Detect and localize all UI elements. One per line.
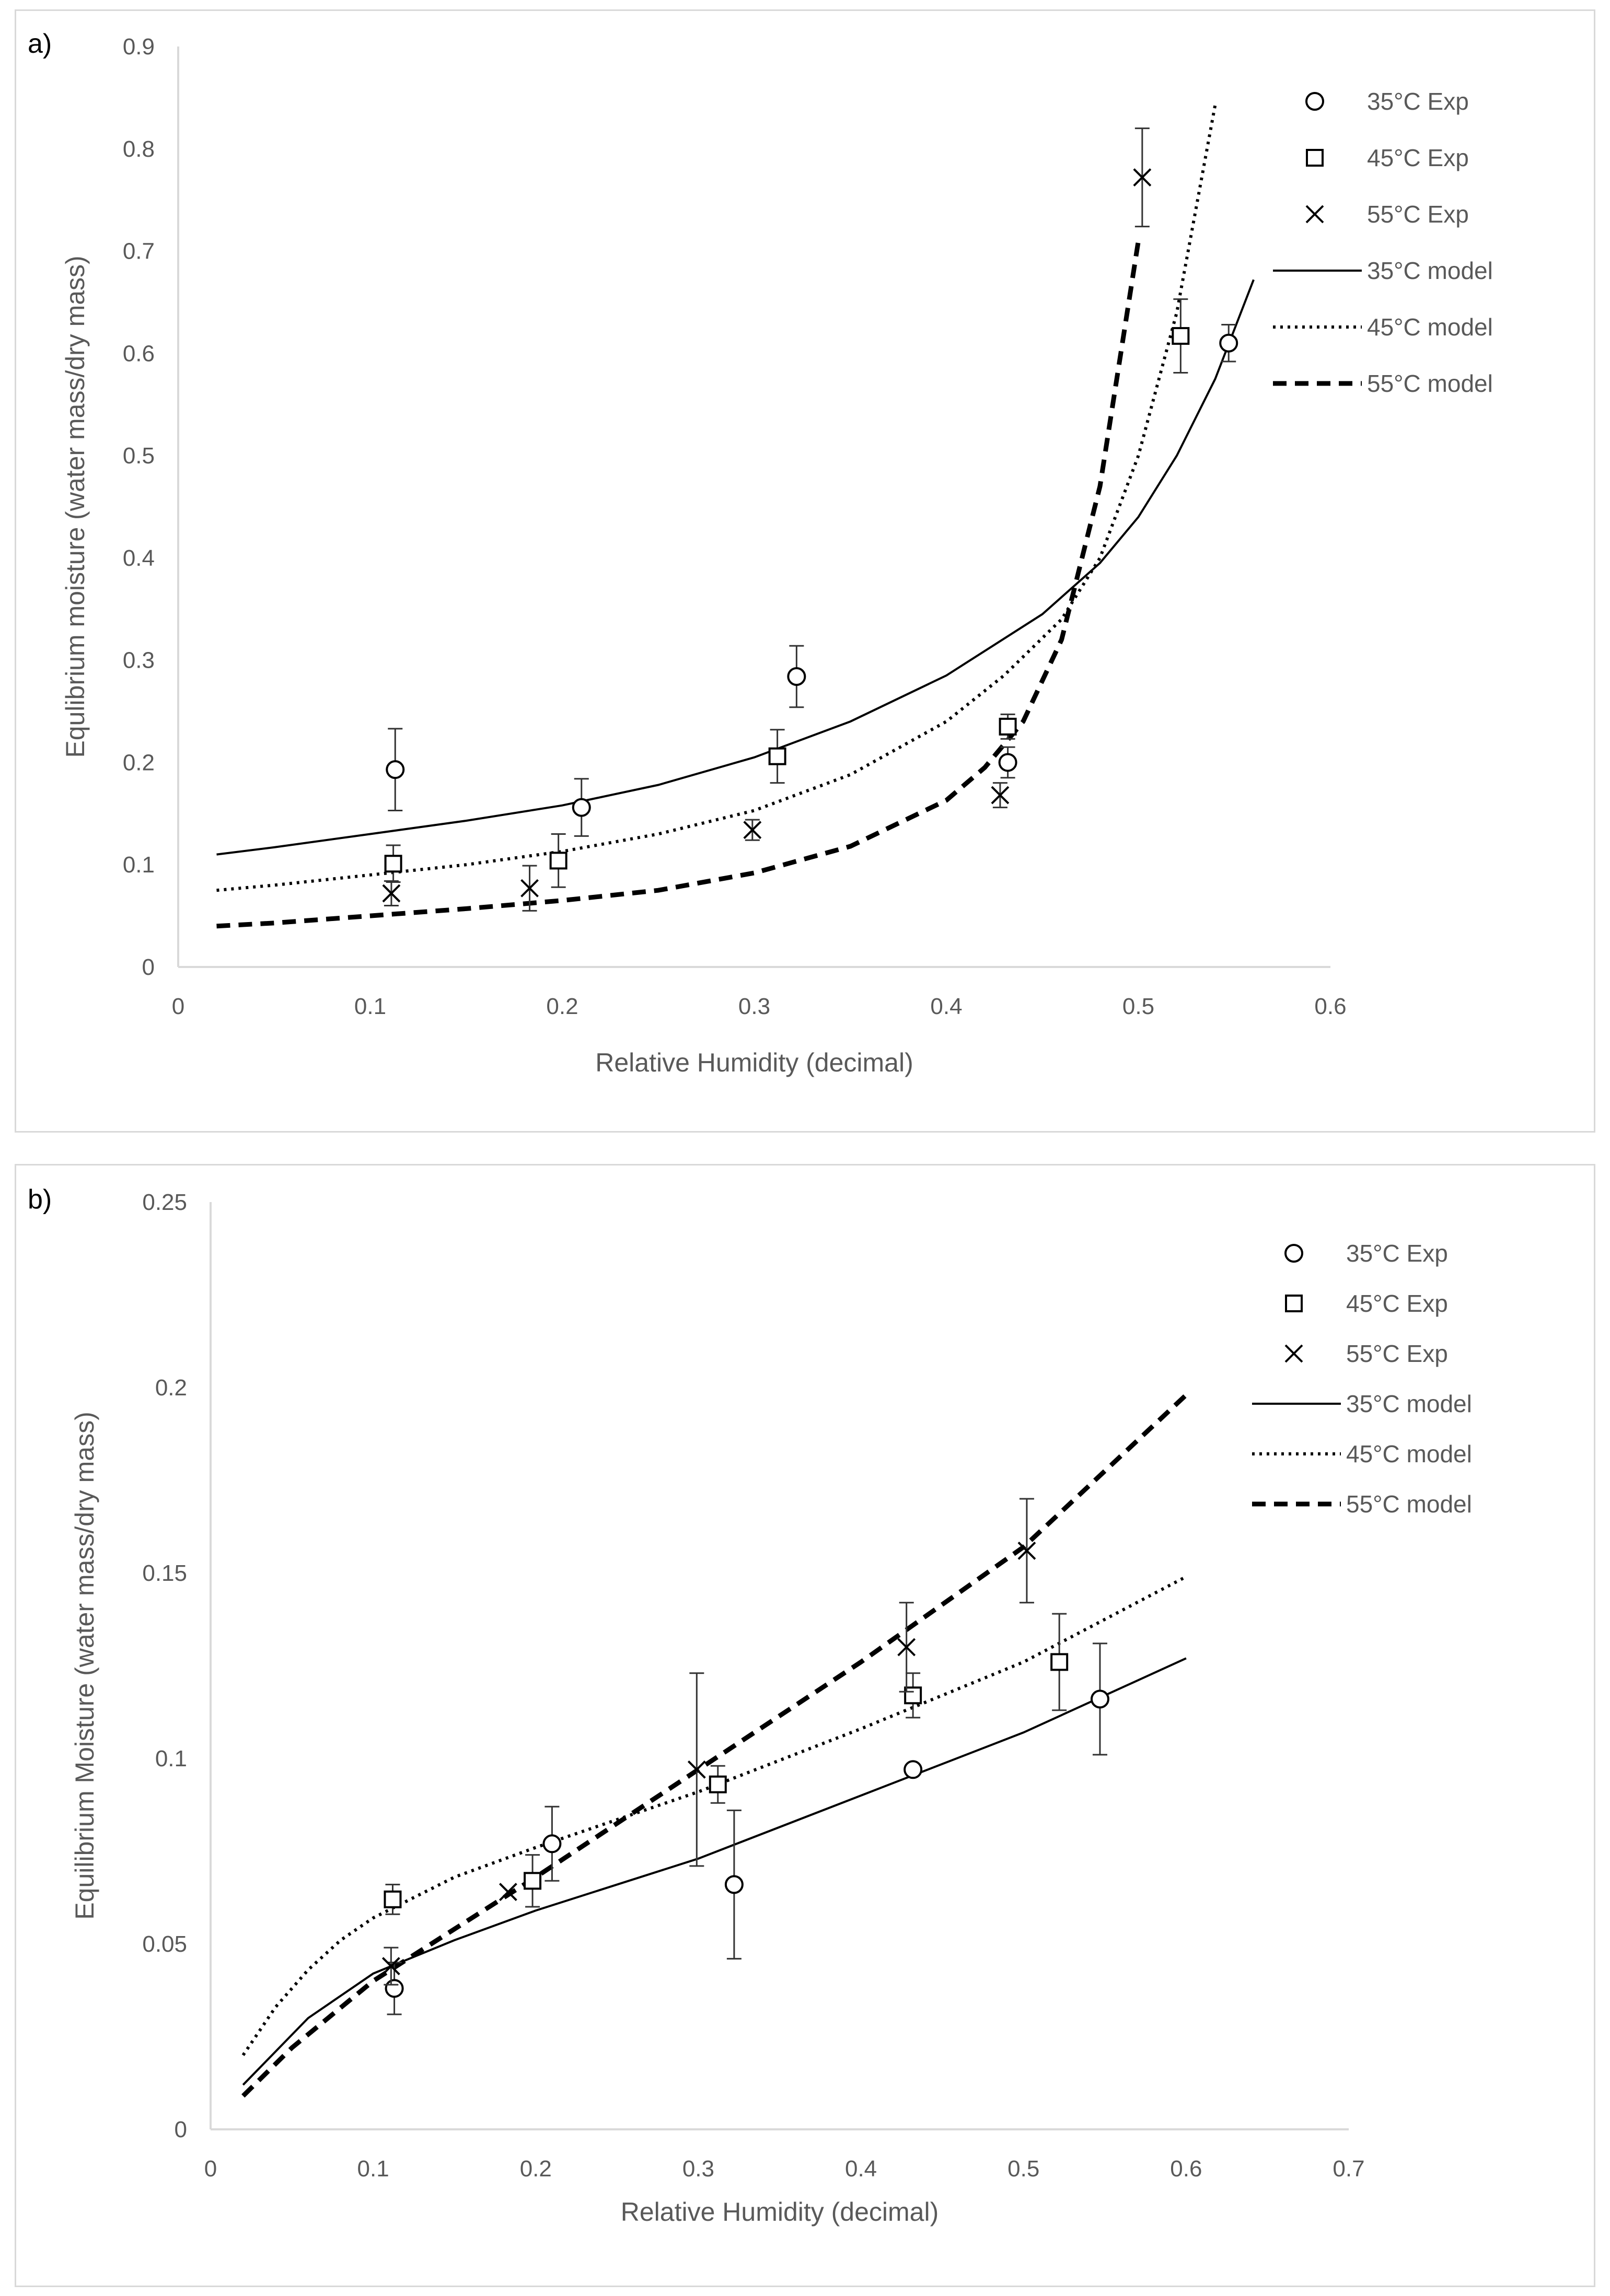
chart-b: b) 0 0.05 0.1 0.15 0.2 0.25 0 0.1 0.2 0.3 0.4 0.5 0.6… <box>28 1184 1472 2227</box>
legend-label-b: 55°C Exp <box>1346 1340 1448 1367</box>
x-tick-label-a: 0 <box>172 994 184 1019</box>
x-tick-label-b: 0.7 <box>1333 2156 1364 2182</box>
data-point-x-b <box>381 1957 400 1976</box>
data-point-circle-b <box>1090 1689 1109 1709</box>
data-point-x-b <box>1017 1541 1036 1560</box>
legend-label-a: 55°C Exp <box>1367 201 1469 228</box>
data-point-square-b <box>709 1775 727 1793</box>
y-axis-title-a: Equlibrium moisture (water mass/dry mass… <box>61 255 90 757</box>
data-point-circle-a <box>787 667 806 686</box>
legend-marker-circle-b <box>1284 1244 1303 1263</box>
y-tick-label-b: 0.1 <box>155 1746 187 1771</box>
legend-label-b: 35°C model <box>1346 1390 1472 1417</box>
series-line-dashed-b <box>241 1393 1188 2098</box>
data-point-square-b <box>524 1872 542 1890</box>
x-tick-label-b: 0.6 <box>1170 2156 1202 2182</box>
data-point-square-a <box>549 852 567 870</box>
data-point-square-b <box>1050 1653 1069 1671</box>
series-line-dashed-a <box>216 240 1141 929</box>
y-tick-label-a: 0.6 <box>123 341 155 366</box>
data-point-square-a <box>768 747 786 765</box>
x-tick-label-b: 0 <box>204 2156 217 2182</box>
chart-a: a) 0 0.1 0.2 0.3 0.4 0.5 0.6 0.7 0.8 0.9 0 0.1 0.2 0.3… <box>28 29 1493 1077</box>
y-axis-title-b: Equilibrium Moisture (water mass/dry mas… <box>70 1412 99 1919</box>
panel-b: b) 0 0.05 0.1 0.15 0.2 0.25 0 0.1 0.2 0.3 0.4 0.5 0.6… <box>15 1164 1595 2287</box>
y-tick-label-b: 0.15 <box>142 1560 187 1586</box>
y-tick-label-a: 0.4 <box>123 545 155 571</box>
legend-label-b: 45°C Exp <box>1346 1290 1448 1317</box>
series-line-dotted-b <box>241 1575 1187 2056</box>
data-point-square-a <box>384 855 402 873</box>
panel-label-b: b) <box>28 1184 52 1215</box>
y-tick-label-b: 0 <box>175 2117 187 2142</box>
y-tick-label-a: 0.2 <box>123 750 155 775</box>
y-tick-label-b: 0.25 <box>142 1190 187 1215</box>
x-tick-label-b: 0.1 <box>357 2156 389 2182</box>
legend-label-a: 35°C model <box>1367 257 1493 284</box>
series-line-solid-b <box>242 1657 1187 2086</box>
data-point-square-b <box>384 1890 402 1908</box>
x-tick-label-a: 0.2 <box>546 994 578 1019</box>
y-tick-label-a: 0.5 <box>123 443 155 469</box>
data-point-circle-a <box>386 760 405 779</box>
legend-marker-square-b <box>1285 1295 1303 1312</box>
legend-label-a: 55°C model <box>1367 370 1493 397</box>
y-tick-label-a: 0 <box>142 954 155 980</box>
x-axis-title-a: Relative Humidity (decimal) <box>595 1048 913 1077</box>
data-point-circle-b <box>542 1834 562 1854</box>
x-tick-label-a: 0.5 <box>1122 994 1154 1019</box>
data-point-circle-b <box>904 1760 923 1779</box>
legend-label-b: 45°C model <box>1346 1440 1472 1467</box>
data-point-x-b <box>499 1883 517 1902</box>
x-axis-title-b: Relative Humidity (decimal) <box>621 2197 939 2227</box>
data-point-x-b <box>687 1760 706 1779</box>
data-point-circle-b <box>385 1979 404 1998</box>
legend-marker-square-a <box>1306 149 1324 167</box>
x-tick-label-a: 0.1 <box>354 994 386 1019</box>
data-point-x-a <box>991 786 1010 805</box>
y-tick-label-b: 0.2 <box>155 1375 187 1401</box>
legend-marker-x-a <box>1305 205 1324 224</box>
panel-label-a: a) <box>28 29 52 59</box>
data-point-x-a <box>1133 168 1152 187</box>
panel-a: a) 0 0.1 0.2 0.3 0.4 0.5 0.6 0.7 0.8 0.9 0 0.1 0.2 0.3… <box>15 9 1595 1133</box>
data-point-square-a <box>1172 327 1190 345</box>
legend-label-a: 35°C Exp <box>1367 88 1469 115</box>
data-point-x-a <box>520 879 539 898</box>
y-tick-label-a: 0.1 <box>123 852 155 878</box>
data-point-circle-a <box>998 753 1017 772</box>
legend-label-a: 45°C model <box>1367 313 1493 341</box>
data-point-circle-a <box>1219 333 1238 353</box>
series-line-solid-a <box>216 279 1255 856</box>
y-tick-label-a: 0.8 <box>123 136 155 162</box>
x-tick-label-b: 0.5 <box>1007 2156 1039 2182</box>
data-point-square-b <box>904 1686 922 1705</box>
x-tick-label-b: 0.2 <box>520 2156 552 2182</box>
data-point-x-b <box>897 1638 916 1657</box>
x-tick-label-a: 0.4 <box>930 994 962 1019</box>
data-point-x-a <box>382 884 401 903</box>
y-tick-label-a: 0.9 <box>123 34 155 60</box>
y-tick-label-a: 0.7 <box>123 239 155 264</box>
legend-marker-x-b <box>1284 1344 1303 1363</box>
x-tick-label-b: 0.3 <box>682 2156 714 2182</box>
x-tick-label-a: 0.3 <box>738 994 770 1019</box>
data-point-square-a <box>999 717 1017 736</box>
data-point-x-a <box>743 821 762 840</box>
x-tick-label-a: 0.6 <box>1314 994 1346 1019</box>
data-point-circle-a <box>572 798 591 817</box>
legend-label-a: 45°C Exp <box>1367 144 1469 171</box>
y-tick-label-b: 0.05 <box>142 1931 187 1957</box>
legend-label-b: 55°C model <box>1346 1490 1472 1518</box>
y-tick-label-a: 0.3 <box>123 648 155 673</box>
legend-marker-circle-a <box>1305 92 1324 111</box>
x-tick-label-b: 0.4 <box>845 2156 877 2182</box>
legend-label-b: 35°C Exp <box>1346 1240 1448 1267</box>
data-point-circle-b <box>724 1875 744 1894</box>
series-line-dotted-a <box>216 104 1217 892</box>
